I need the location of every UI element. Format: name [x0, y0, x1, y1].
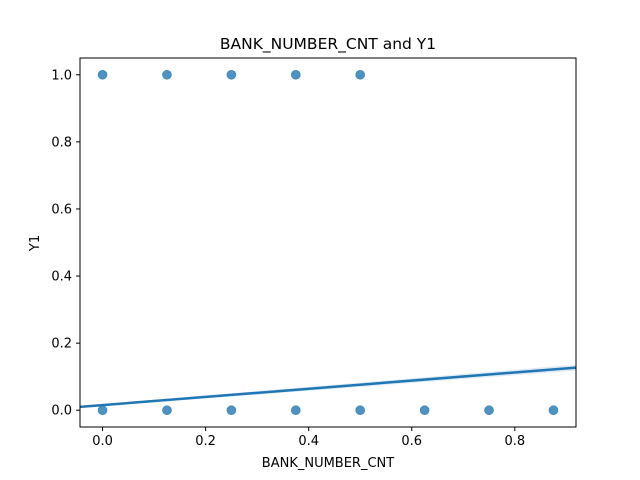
y-tick-label: 1.0	[51, 68, 72, 83]
data-point	[226, 405, 237, 416]
x-axis-ticks: 0.0 0.2 0.4 0.6 0.8	[92, 427, 525, 449]
x-tick-label: 0.0	[92, 434, 113, 449]
data-point	[484, 405, 494, 416]
y-tick-label: 0.2	[51, 337, 72, 352]
y-tick-label: 0.4	[51, 270, 72, 285]
data-point	[162, 69, 172, 80]
x-axis-label: BANK_NUMBER_CNT	[262, 456, 394, 471]
y-axis-label: Y1	[28, 235, 43, 252]
data-point	[355, 69, 366, 80]
y-tick-label: 0.8	[51, 135, 72, 150]
data-point	[355, 405, 366, 416]
data-points	[97, 69, 559, 416]
x-tick-label: 0.8	[504, 434, 525, 449]
data-point	[290, 405, 301, 416]
y-tick-label: 0.6	[51, 202, 72, 217]
x-tick-label: 0.2	[195, 434, 216, 449]
regression-line	[79, 366, 577, 409]
data-point	[226, 69, 237, 80]
data-point	[97, 405, 108, 416]
y-tick-label: 0.0	[51, 404, 72, 419]
plot-background	[80, 58, 576, 427]
y-axis-ticks: 0.0 0.2 0.4 0.6 0.8 1.0	[51, 68, 80, 419]
plot-frame	[79, 57, 577, 428]
x-tick-label: 0.4	[298, 434, 319, 449]
data-point	[97, 69, 108, 80]
x-tick-label: 0.6	[401, 434, 422, 449]
data-point	[162, 405, 172, 416]
chart-title: BANK_NUMBER_CNT and Y1	[220, 35, 436, 54]
data-point	[548, 405, 559, 416]
plot-area	[79, 58, 577, 427]
data-point	[290, 69, 301, 80]
data-point	[419, 405, 430, 416]
